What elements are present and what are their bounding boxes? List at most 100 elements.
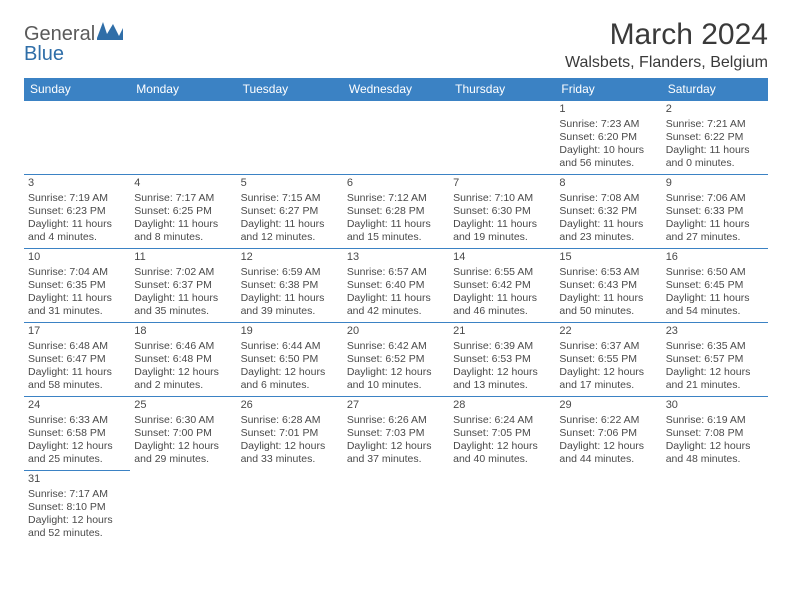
sunrise-line: Sunrise: 6:57 AM bbox=[347, 266, 445, 279]
day-number: 24 bbox=[28, 399, 126, 413]
calendar-cell: 5Sunrise: 7:15 AMSunset: 6:27 PMDaylight… bbox=[237, 175, 343, 249]
day-header: Saturday bbox=[662, 78, 768, 101]
calendar-cell bbox=[237, 471, 343, 545]
day-header-row: Sunday Monday Tuesday Wednesday Thursday… bbox=[24, 78, 768, 101]
calendar-cell: 10Sunrise: 7:04 AMSunset: 6:35 PMDayligh… bbox=[24, 249, 130, 323]
calendar-cell: 17Sunrise: 6:48 AMSunset: 6:47 PMDayligh… bbox=[24, 323, 130, 397]
sunset-line: Sunset: 6:23 PM bbox=[28, 205, 126, 218]
day-number: 29 bbox=[559, 399, 657, 413]
day-number: 28 bbox=[453, 399, 551, 413]
sunrise-line: Sunrise: 6:39 AM bbox=[453, 340, 551, 353]
day-number: 7 bbox=[453, 177, 551, 191]
day-number: 17 bbox=[28, 325, 126, 339]
daylight-line: Daylight: 11 hours and 12 minutes. bbox=[241, 218, 339, 244]
flag-icon bbox=[97, 22, 123, 40]
calendar-cell: 1Sunrise: 7:23 AMSunset: 6:20 PMDaylight… bbox=[555, 101, 661, 175]
day-number: 31 bbox=[28, 473, 126, 487]
day-number: 12 bbox=[241, 251, 339, 265]
sunrise-line: Sunrise: 7:17 AM bbox=[28, 488, 126, 501]
sunrise-line: Sunrise: 6:48 AM bbox=[28, 340, 126, 353]
sunset-line: Sunset: 6:33 PM bbox=[666, 205, 764, 218]
calendar-cell: 23Sunrise: 6:35 AMSunset: 6:57 PMDayligh… bbox=[662, 323, 768, 397]
calendar-table: Sunday Monday Tuesday Wednesday Thursday… bbox=[24, 78, 768, 545]
sunrise-line: Sunrise: 6:46 AM bbox=[134, 340, 232, 353]
day-number: 18 bbox=[134, 325, 232, 339]
sunrise-line: Sunrise: 6:53 AM bbox=[559, 266, 657, 279]
sunset-line: Sunset: 7:06 PM bbox=[559, 427, 657, 440]
day-number: 21 bbox=[453, 325, 551, 339]
sunrise-line: Sunrise: 6:28 AM bbox=[241, 414, 339, 427]
sunrise-line: Sunrise: 7:23 AM bbox=[559, 118, 657, 131]
sunset-line: Sunset: 7:03 PM bbox=[347, 427, 445, 440]
calendar-cell: 24Sunrise: 6:33 AMSunset: 6:58 PMDayligh… bbox=[24, 397, 130, 471]
sunrise-line: Sunrise: 7:15 AM bbox=[241, 192, 339, 205]
daylight-line: Daylight: 12 hours and 33 minutes. bbox=[241, 440, 339, 466]
calendar-cell bbox=[24, 101, 130, 175]
calendar-cell: 2Sunrise: 7:21 AMSunset: 6:22 PMDaylight… bbox=[662, 101, 768, 175]
title-block: March 2024 Walsbets, Flanders, Belgium bbox=[565, 18, 768, 72]
sunset-line: Sunset: 6:53 PM bbox=[453, 353, 551, 366]
day-number: 8 bbox=[559, 177, 657, 191]
day-number: 25 bbox=[134, 399, 232, 413]
calendar-cell: 26Sunrise: 6:28 AMSunset: 7:01 PMDayligh… bbox=[237, 397, 343, 471]
calendar-cell: 20Sunrise: 6:42 AMSunset: 6:52 PMDayligh… bbox=[343, 323, 449, 397]
calendar-cell: 30Sunrise: 6:19 AMSunset: 7:08 PMDayligh… bbox=[662, 397, 768, 471]
sunset-line: Sunset: 6:55 PM bbox=[559, 353, 657, 366]
sunset-line: Sunset: 6:57 PM bbox=[666, 353, 764, 366]
logo-word-blue: Blue bbox=[24, 43, 64, 65]
sunrise-line: Sunrise: 6:44 AM bbox=[241, 340, 339, 353]
daylight-line: Daylight: 11 hours and 4 minutes. bbox=[28, 218, 126, 244]
sunset-line: Sunset: 6:30 PM bbox=[453, 205, 551, 218]
daylight-line: Daylight: 11 hours and 19 minutes. bbox=[453, 218, 551, 244]
calendar-row: 24Sunrise: 6:33 AMSunset: 6:58 PMDayligh… bbox=[24, 397, 768, 471]
calendar-cell: 6Sunrise: 7:12 AMSunset: 6:28 PMDaylight… bbox=[343, 175, 449, 249]
calendar-cell: 14Sunrise: 6:55 AMSunset: 6:42 PMDayligh… bbox=[449, 249, 555, 323]
day-number: 11 bbox=[134, 251, 232, 265]
sunrise-line: Sunrise: 7:17 AM bbox=[134, 192, 232, 205]
sunrise-line: Sunrise: 6:30 AM bbox=[134, 414, 232, 427]
sunrise-line: Sunrise: 7:21 AM bbox=[666, 118, 764, 131]
daylight-line: Daylight: 12 hours and 52 minutes. bbox=[28, 514, 126, 540]
sunset-line: Sunset: 6:20 PM bbox=[559, 131, 657, 144]
sunrise-line: Sunrise: 7:02 AM bbox=[134, 266, 232, 279]
calendar-cell bbox=[343, 101, 449, 175]
daylight-line: Daylight: 11 hours and 31 minutes. bbox=[28, 292, 126, 318]
sunset-line: Sunset: 6:40 PM bbox=[347, 279, 445, 292]
sunset-line: Sunset: 6:42 PM bbox=[453, 279, 551, 292]
sunrise-line: Sunrise: 6:55 AM bbox=[453, 266, 551, 279]
sunrise-line: Sunrise: 7:06 AM bbox=[666, 192, 764, 205]
sunset-line: Sunset: 6:35 PM bbox=[28, 279, 126, 292]
day-number: 10 bbox=[28, 251, 126, 265]
calendar-cell: 19Sunrise: 6:44 AMSunset: 6:50 PMDayligh… bbox=[237, 323, 343, 397]
day-number: 30 bbox=[666, 399, 764, 413]
daylight-line: Daylight: 11 hours and 35 minutes. bbox=[134, 292, 232, 318]
logo: General Blue bbox=[24, 18, 123, 64]
day-number: 4 bbox=[134, 177, 232, 191]
sunrise-line: Sunrise: 7:19 AM bbox=[28, 192, 126, 205]
calendar-cell: 22Sunrise: 6:37 AMSunset: 6:55 PMDayligh… bbox=[555, 323, 661, 397]
daylight-line: Daylight: 11 hours and 27 minutes. bbox=[666, 218, 764, 244]
calendar-cell bbox=[130, 471, 236, 545]
day-number: 13 bbox=[347, 251, 445, 265]
sunrise-line: Sunrise: 6:22 AM bbox=[559, 414, 657, 427]
day-number: 5 bbox=[241, 177, 339, 191]
day-header: Wednesday bbox=[343, 78, 449, 101]
calendar-cell: 21Sunrise: 6:39 AMSunset: 6:53 PMDayligh… bbox=[449, 323, 555, 397]
sunrise-line: Sunrise: 6:33 AM bbox=[28, 414, 126, 427]
sunset-line: Sunset: 6:38 PM bbox=[241, 279, 339, 292]
daylight-line: Daylight: 11 hours and 54 minutes. bbox=[666, 292, 764, 318]
sunset-line: Sunset: 6:32 PM bbox=[559, 205, 657, 218]
calendar-cell bbox=[662, 471, 768, 545]
sunset-line: Sunset: 7:00 PM bbox=[134, 427, 232, 440]
calendar-row: 1Sunrise: 7:23 AMSunset: 6:20 PMDaylight… bbox=[24, 101, 768, 175]
sunset-line: Sunset: 8:10 PM bbox=[28, 501, 126, 514]
sunset-line: Sunset: 6:22 PM bbox=[666, 131, 764, 144]
calendar-cell bbox=[449, 471, 555, 545]
page-title: March 2024 bbox=[565, 18, 768, 52]
calendar-cell: 11Sunrise: 7:02 AMSunset: 6:37 PMDayligh… bbox=[130, 249, 236, 323]
calendar-cell: 27Sunrise: 6:26 AMSunset: 7:03 PMDayligh… bbox=[343, 397, 449, 471]
sunset-line: Sunset: 6:43 PM bbox=[559, 279, 657, 292]
day-number: 19 bbox=[241, 325, 339, 339]
sunset-line: Sunset: 6:47 PM bbox=[28, 353, 126, 366]
calendar-row: 31Sunrise: 7:17 AMSunset: 8:10 PMDayligh… bbox=[24, 471, 768, 545]
